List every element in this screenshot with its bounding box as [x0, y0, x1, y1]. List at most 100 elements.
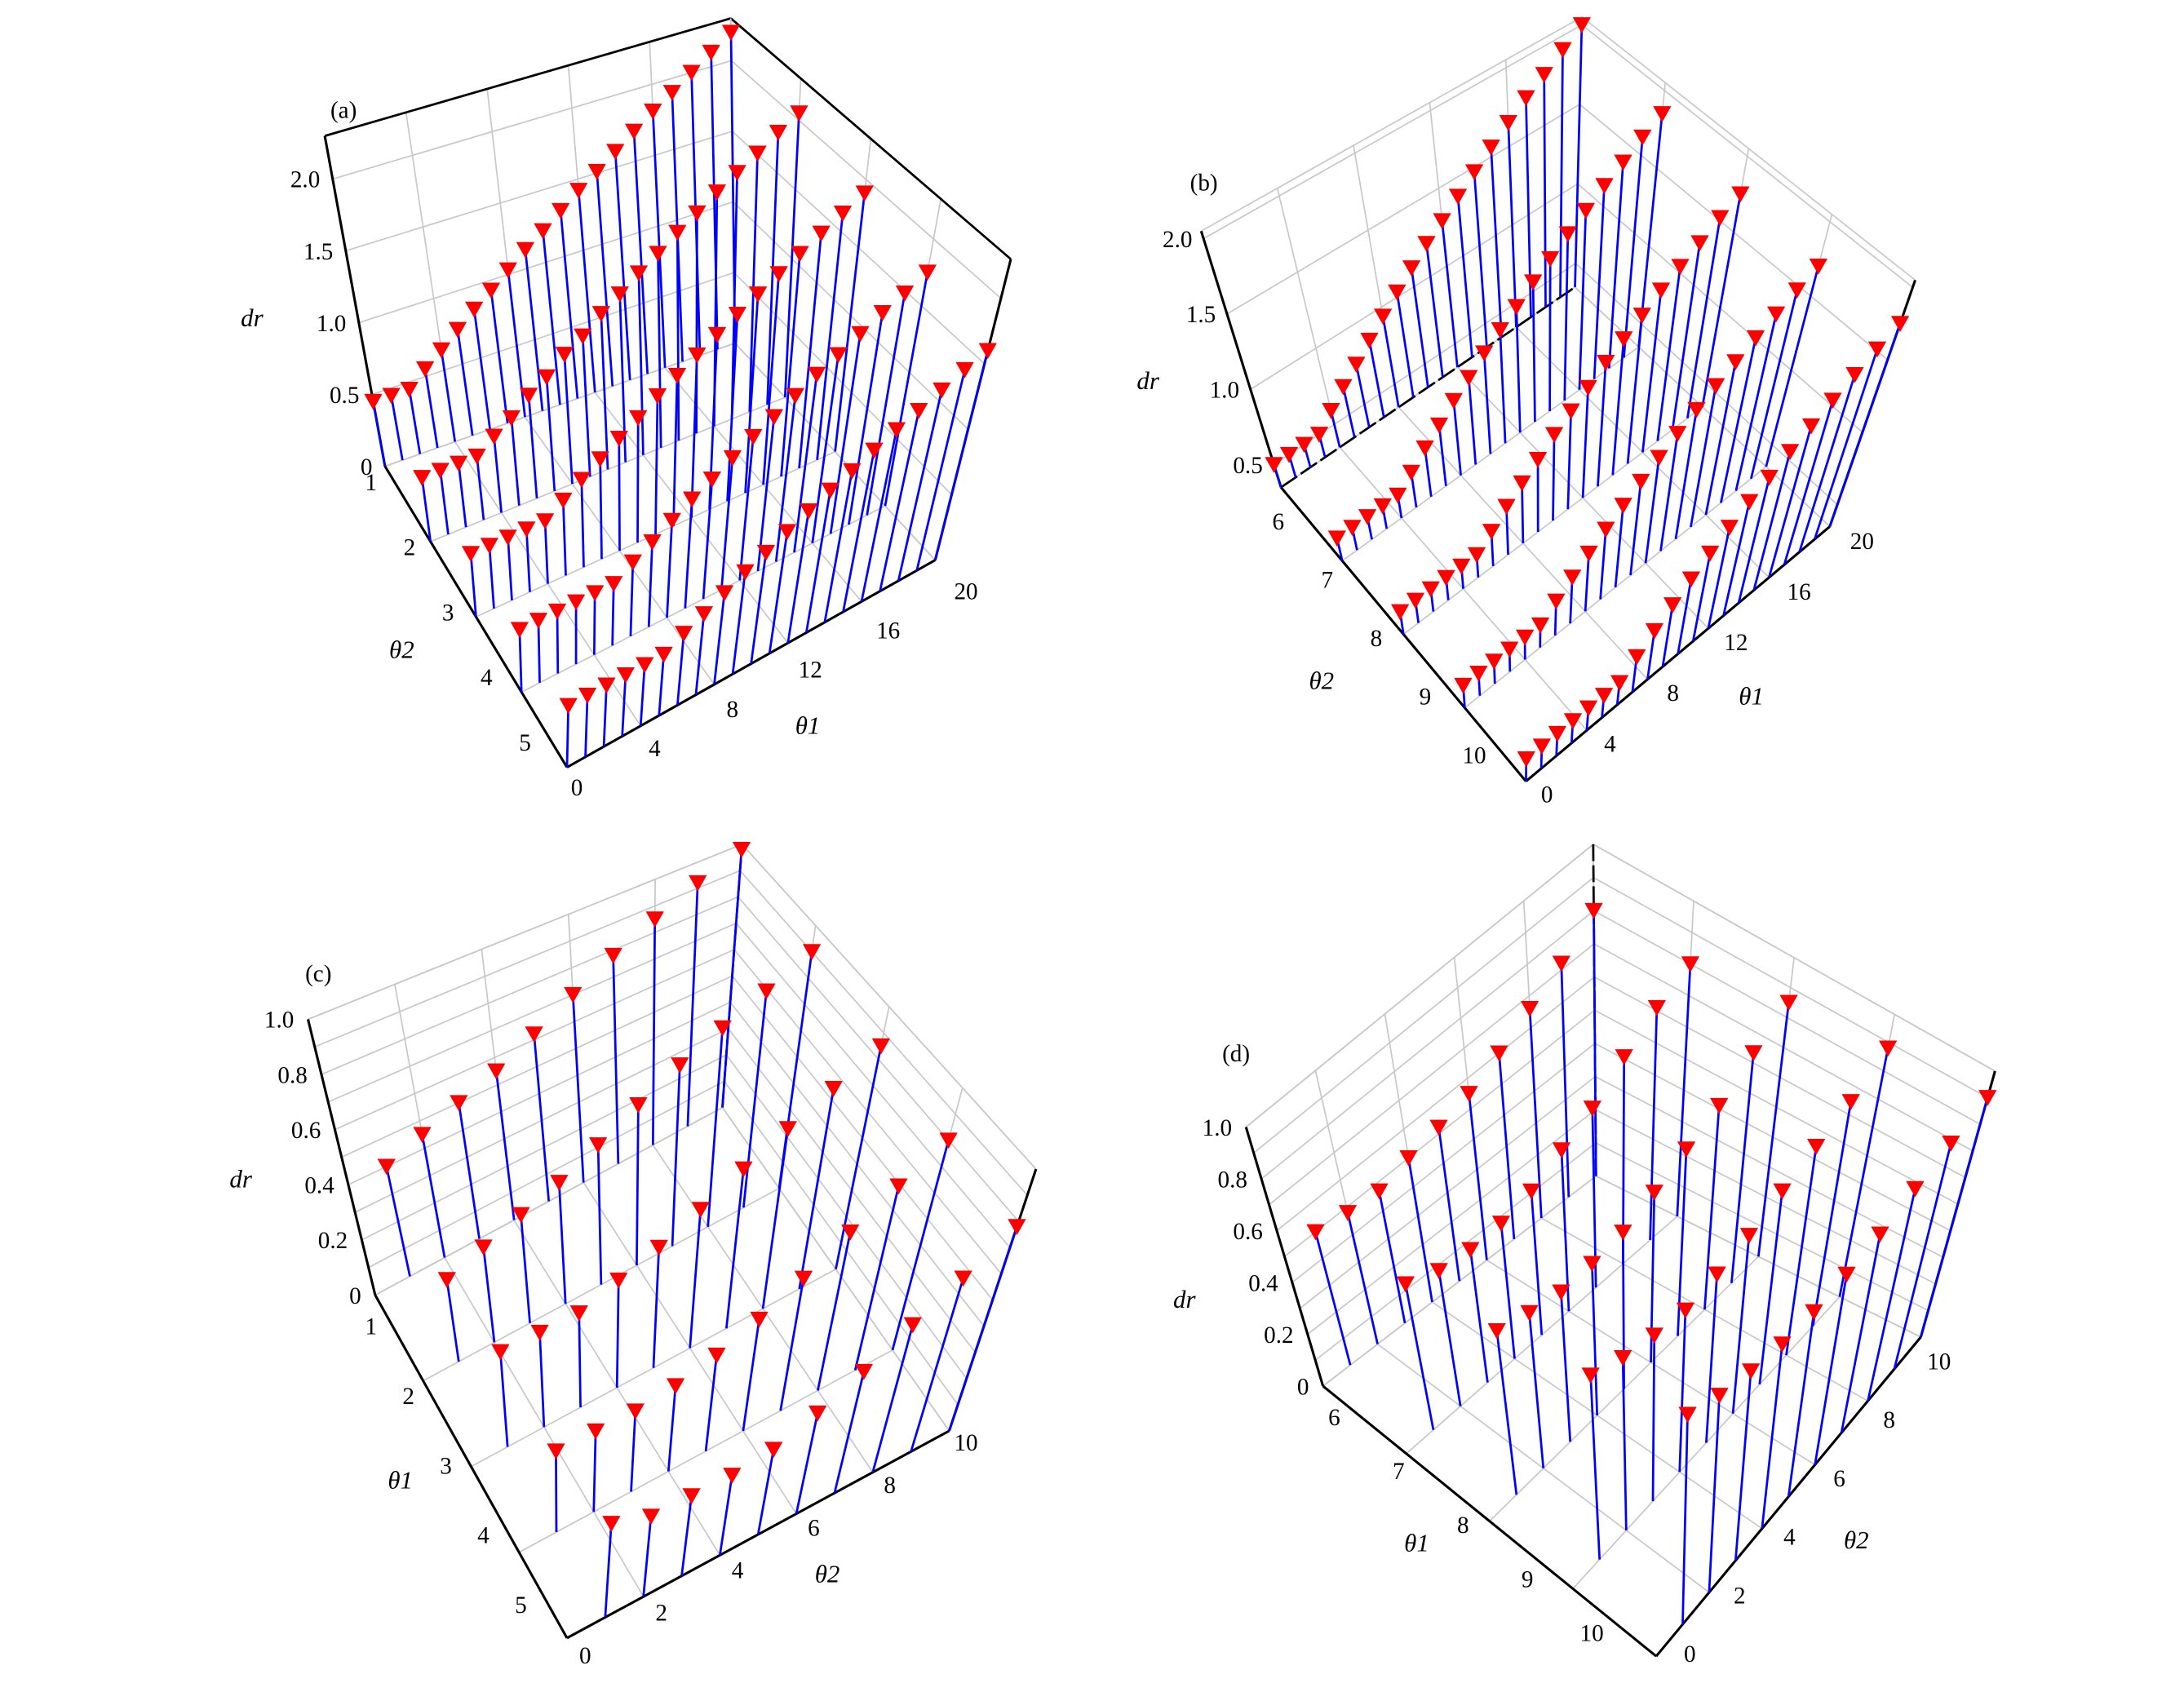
data-point-marker — [1513, 475, 1531, 492]
stem — [719, 1475, 733, 1556]
stem — [1381, 316, 1400, 408]
data-point-marker — [778, 1121, 797, 1138]
box-edge-top-back — [1200, 16, 1583, 233]
gridline-back-wall — [314, 870, 741, 1048]
stem — [1641, 290, 1663, 453]
stem — [684, 498, 693, 609]
data-point-marker — [1650, 450, 1668, 467]
stem — [1425, 243, 1444, 378]
stem — [762, 273, 781, 485]
stem — [676, 233, 680, 441]
data-point-marker — [954, 1270, 972, 1287]
data-point-marker — [1651, 282, 1671, 299]
data-point-marker — [728, 306, 747, 323]
data-point-marker — [1645, 1185, 1663, 1201]
data-point-marker — [1744, 1045, 1763, 1061]
stem — [612, 955, 620, 1164]
stem — [580, 479, 585, 568]
stem — [636, 418, 640, 543]
data-point-marker — [1780, 444, 1800, 461]
stem — [592, 1431, 597, 1512]
data-point-marker — [529, 613, 548, 629]
stem — [1701, 193, 1742, 407]
stem — [835, 1045, 883, 1270]
data-point-marker — [707, 326, 727, 343]
data-point-marker — [750, 1311, 769, 1328]
col-axis-title: θ1 — [1739, 681, 1764, 710]
stem — [1441, 220, 1459, 368]
data-point-marker — [1579, 700, 1598, 717]
row-tick-label: 6 — [1328, 1405, 1340, 1431]
panel-c: (c) dr θ1 θ2 0 0.2 0.4 0.6 0.8 1.0 1 2 3 4 5 0 2 4 6 8 1… — [229, 841, 1038, 1669]
stem — [1368, 340, 1385, 418]
stem — [507, 537, 513, 600]
data-point-marker — [824, 1081, 843, 1097]
stem — [1708, 1395, 1721, 1593]
data-point-marker — [851, 326, 870, 343]
data-point-marker — [644, 103, 662, 120]
stem — [1543, 74, 1547, 308]
data-point-marker — [1390, 604, 1410, 621]
stem — [493, 436, 503, 513]
data-point-marker — [1760, 469, 1779, 486]
data-point-marker — [1491, 322, 1509, 339]
stem — [816, 213, 844, 460]
data-point-marker — [1690, 235, 1709, 252]
z-tick-label: 0.4 — [1248, 1270, 1278, 1296]
data-point-marker — [1541, 250, 1560, 268]
z-tick-label: 0.2 — [318, 1228, 348, 1254]
stem — [1785, 1146, 1818, 1356]
z-tick-label: 0.2 — [1264, 1322, 1293, 1349]
data-point-marker — [1583, 1101, 1601, 1117]
tick-labels: 0.5 1.0 1.5 2.0 6 7 8 9 10 0 4 8 12 16 20 — [1163, 227, 1874, 808]
row-tick-label: 7 — [1393, 1459, 1405, 1485]
data-point-marker — [474, 1239, 493, 1256]
row-tick-label: 2 — [404, 535, 416, 561]
stem — [372, 401, 387, 467]
stem — [639, 664, 646, 726]
data-point-marker — [432, 342, 451, 359]
stem — [1734, 1371, 1752, 1561]
data-point-marker — [702, 472, 721, 488]
data-point-marker — [465, 301, 484, 318]
data-point-marker — [1500, 641, 1519, 658]
row-tick-label: 6 — [1272, 509, 1284, 535]
data-point-marker — [1805, 1304, 1823, 1321]
data-point-marker — [1497, 498, 1516, 516]
data-point-marker — [512, 1207, 530, 1224]
stem — [420, 477, 432, 543]
data-point-marker — [1788, 282, 1806, 299]
data-point-marker — [1531, 617, 1550, 634]
stem — [1734, 313, 1778, 491]
stem — [1840, 1233, 1881, 1433]
stem — [1704, 361, 1737, 516]
z-tick-label: 1.0 — [1210, 378, 1239, 404]
stem — [1597, 362, 1607, 487]
stem — [637, 272, 645, 455]
data-point-marker — [1668, 426, 1687, 442]
box-edge-top-back — [308, 844, 742, 1021]
data-point-marker — [535, 513, 555, 529]
data-point-marker — [498, 262, 517, 279]
stem — [1452, 401, 1462, 476]
gridline-back-wall — [1260, 910, 1595, 1180]
stem — [1730, 1052, 1755, 1283]
col-tick-label: 20 — [954, 579, 977, 605]
stem — [1661, 605, 1674, 667]
data-point-marker — [629, 410, 648, 427]
data-point-marker — [572, 472, 591, 489]
stem — [1676, 963, 1692, 1217]
data-point-marker — [802, 944, 822, 960]
stem — [686, 883, 699, 1127]
stem — [390, 395, 404, 461]
stem — [651, 111, 667, 368]
data-point-marker — [889, 1178, 908, 1195]
stem — [615, 1280, 620, 1388]
data-point-marker — [871, 1038, 891, 1055]
z-axis-title: dr — [1173, 1285, 1196, 1313]
data-point-marker — [1265, 457, 1283, 473]
stem — [545, 377, 556, 492]
data-point-marker — [1524, 274, 1543, 291]
row-tick-label: 1 — [365, 1314, 377, 1340]
data-point-marker — [955, 361, 974, 379]
